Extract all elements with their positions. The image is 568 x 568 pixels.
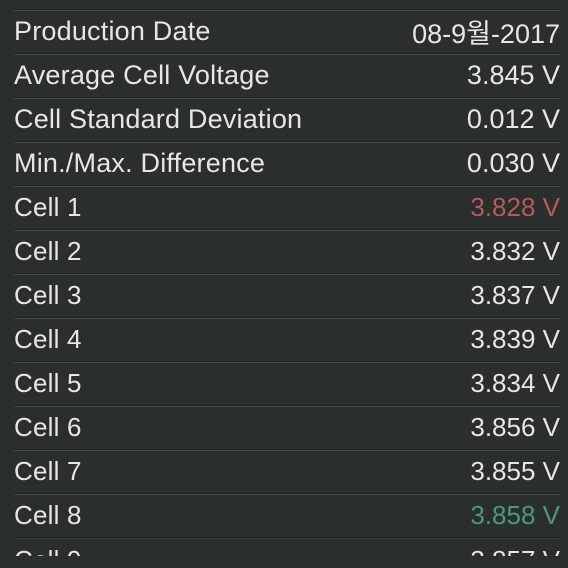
row-cell-4: Cell 4 3.839 V: [14, 318, 560, 362]
value-minmax-diff: 0.030 V: [467, 148, 560, 179]
value-cell-3: 3.837 V: [470, 280, 560, 311]
row-cell-3: Cell 3 3.837 V: [14, 274, 560, 318]
value-std-dev: 0.012 V: [467, 104, 560, 135]
value-production-date: 08-9월-2017: [412, 12, 560, 51]
label-std-dev: Cell Standard Deviation: [14, 104, 302, 135]
label-avg-voltage: Average Cell Voltage: [14, 60, 270, 91]
row-cell-2: Cell 2 3.832 V: [14, 230, 560, 274]
row-avg-voltage: Average Cell Voltage 3.845 V: [14, 54, 560, 98]
partial-row-bottom: Cell 9 3.857 V: [14, 538, 560, 556]
label-cell-2: Cell 2: [14, 236, 82, 267]
label-cell-5: Cell 5: [14, 368, 82, 399]
value-cell-1: 3.828 V: [470, 192, 560, 223]
battery-cell-panel: Production Date 08-9월-2017 Average Cell …: [0, 0, 568, 568]
label-cell-6: Cell 6: [14, 412, 82, 443]
row-cell-6: Cell 6 3.856 V: [14, 406, 560, 450]
label-cell-8: Cell 8: [14, 500, 82, 531]
value-cell-2: 3.832 V: [470, 236, 560, 267]
row-std-dev: Cell Standard Deviation 0.012 V: [14, 98, 560, 142]
partial-row-top: [14, 0, 560, 10]
row-minmax-diff: Min./Max. Difference 0.030 V: [14, 142, 560, 186]
value-cell-9: 3.857 V: [470, 545, 560, 556]
value-cell-7: 3.855 V: [470, 456, 560, 487]
label-cell-9: Cell 9: [14, 545, 82, 556]
label-cell-1: Cell 1: [14, 192, 82, 223]
value-cell-5: 3.834 V: [470, 368, 560, 399]
row-cell-5: Cell 5 3.834 V: [14, 362, 560, 406]
value-cell-6: 3.856 V: [470, 412, 560, 443]
value-cell-4: 3.839 V: [470, 324, 560, 355]
label-cell-4: Cell 4: [14, 324, 82, 355]
value-avg-voltage: 3.845 V: [467, 60, 560, 91]
row-cell-8: Cell 8 3.858 V: [14, 494, 560, 538]
value-cell-8: 3.858 V: [470, 500, 560, 531]
label-minmax-diff: Min./Max. Difference: [14, 148, 265, 179]
row-cell-7: Cell 7 3.855 V: [14, 450, 560, 494]
row-production-date: Production Date 08-9월-2017: [14, 10, 560, 54]
label-cell-7: Cell 7: [14, 456, 82, 487]
label-cell-3: Cell 3: [14, 280, 82, 311]
label-production-date: Production Date: [14, 16, 211, 47]
row-cell-1: Cell 1 3.828 V: [14, 186, 560, 230]
